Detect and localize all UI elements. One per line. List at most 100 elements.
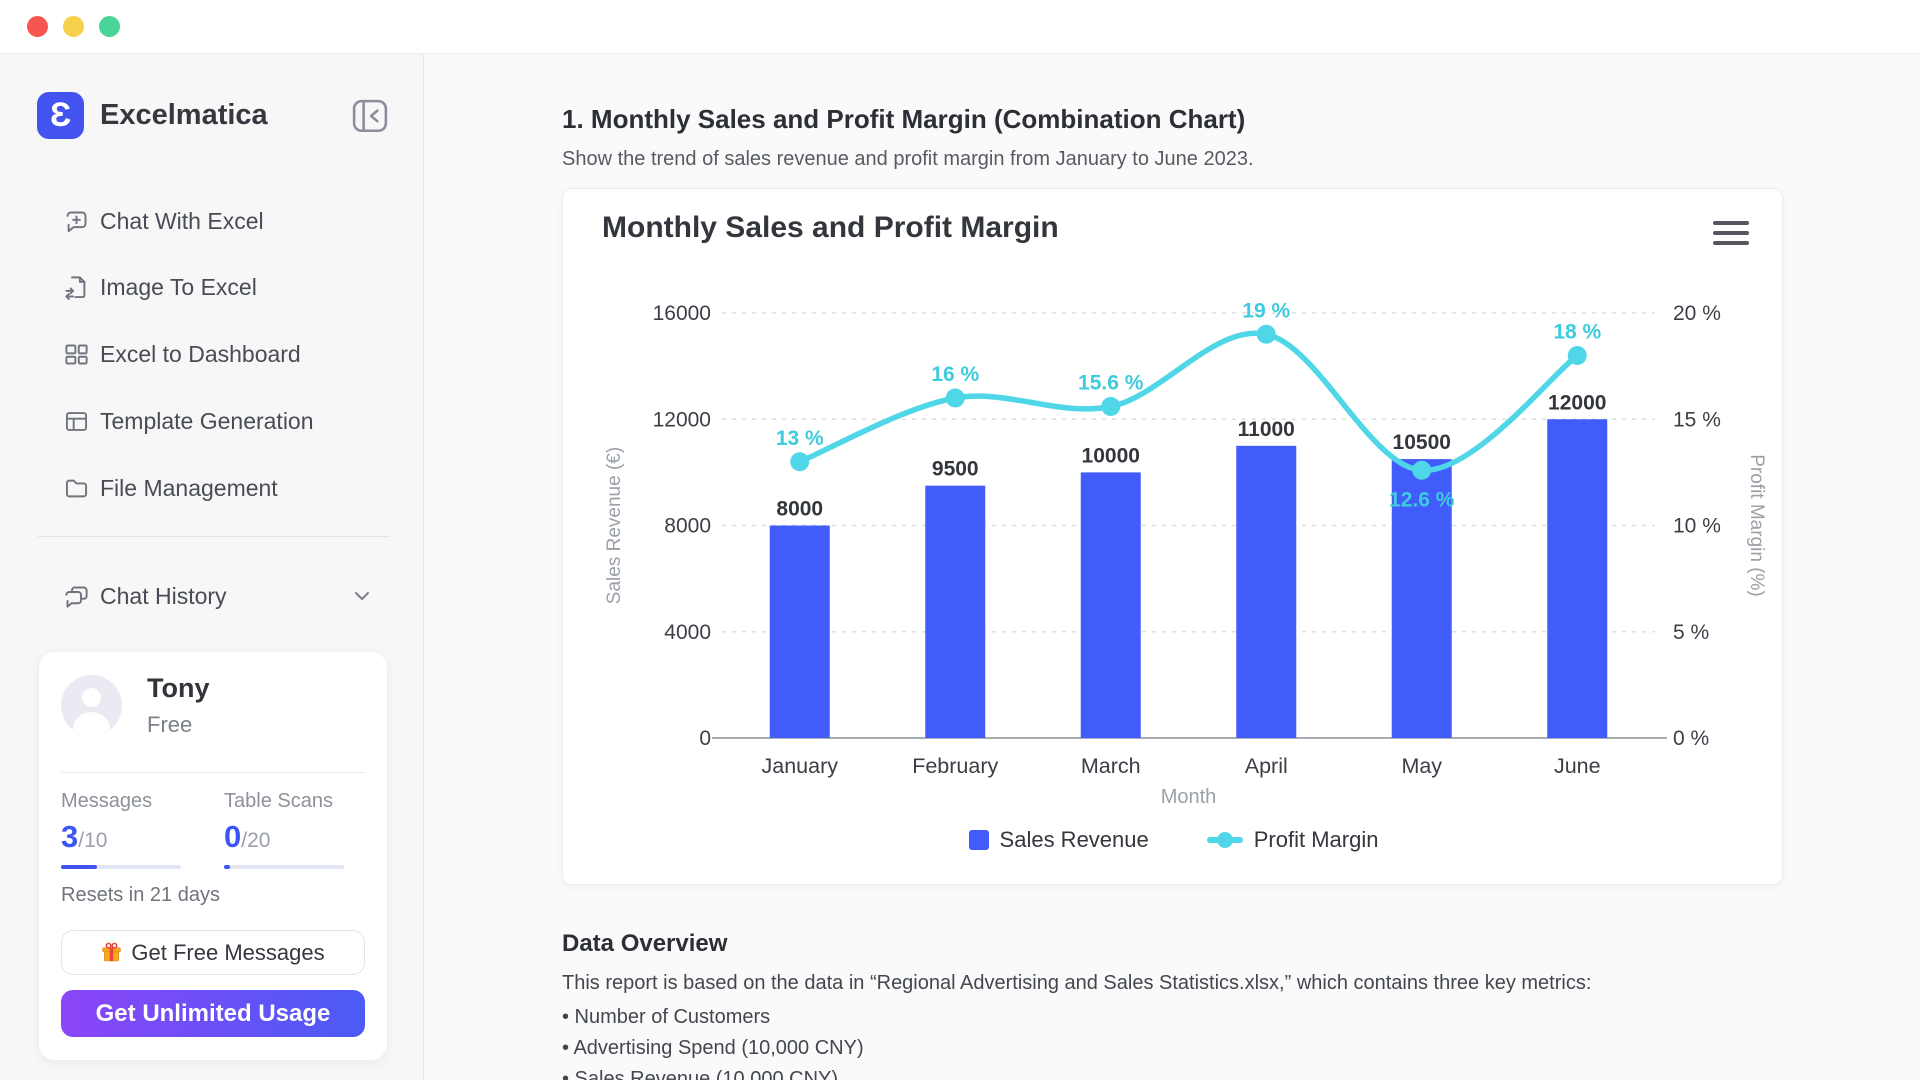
left-axis-tick: 16000: [653, 302, 711, 325]
chevron-down-icon[interactable]: [350, 584, 374, 608]
left-axis-tick: 4000: [664, 621, 711, 644]
sidebar: Ɛ Excelmatica Chat With Excel Image To E…: [0, 54, 424, 1080]
line-marker-february[interactable]: [945, 388, 965, 408]
legend-bar-marker: [968, 830, 989, 850]
line-value-label: 19 %: [1242, 299, 1290, 322]
user-plan-badge: Free: [147, 712, 193, 737]
stat-label: Messages: [61, 790, 153, 812]
line-marker-january[interactable]: [790, 452, 810, 472]
get-unlimited-usage-button[interactable]: Get Unlimited Usage: [61, 990, 365, 1037]
logo-glyph: Ɛ: [49, 96, 72, 134]
line-value-label: 18 %: [1553, 321, 1601, 344]
line-marker-may[interactable]: [1412, 460, 1432, 480]
x-category-label: January: [762, 754, 839, 778]
line-value-label: 16 %: [931, 363, 979, 386]
right-axis-tick: 5 %: [1673, 621, 1709, 644]
x-category-label: May: [1401, 754, 1442, 778]
stat-label: Table Scans: [224, 790, 333, 812]
chart-title: Monthly Sales and Profit Margin: [602, 211, 1059, 244]
legend-label: Sales Revenue: [999, 827, 1149, 852]
sidebar-item-chat-with-excel[interactable]: Chat With Excel: [0, 195, 423, 247]
user-card: Tony Free Messages 3/10 Table Scans 0/20…: [39, 652, 387, 1060]
bar-value-label: 8000: [776, 498, 823, 521]
legend-label: Profit Margin: [1253, 827, 1379, 852]
collapse-sidebar-icon[interactable]: [352, 99, 388, 133]
data-overview-title: Data Overview: [562, 930, 728, 957]
folder-icon: [63, 475, 90, 502]
app-logo: Ɛ: [37, 92, 84, 139]
x-category-label: February: [912, 754, 998, 778]
user-name: Tony: [147, 673, 210, 703]
traffic-light-zoom-icon[interactable]: [99, 16, 120, 37]
right-axis-title: Profit Margin (%): [1746, 454, 1767, 597]
sidebar-item-chat-history[interactable]: Chat History: [0, 570, 423, 622]
section-title: 1. Monthly Sales and Profit Margin (Comb…: [562, 104, 1246, 134]
x-axis-title: Month: [1161, 786, 1217, 808]
bar-may[interactable]: [1391, 459, 1452, 738]
chart-legend: Sales Revenue Profit Margin: [563, 827, 1784, 853]
gift-icon: [102, 942, 122, 962]
line-marker-april[interactable]: [1256, 324, 1276, 344]
bar-january[interactable]: [769, 525, 830, 739]
right-axis-tick: 10 %: [1673, 515, 1721, 538]
get-free-messages-button[interactable]: Get Free Messages: [61, 930, 365, 975]
traffic-light-minimize-icon[interactable]: [63, 16, 84, 37]
chart-card: 8000 9500 10000 11000 10500 12000 13 % 16 % 15.6…: [562, 188, 1783, 885]
get-free-messages-label: Get Free Messages: [131, 939, 325, 965]
image-to-excel-icon: [63, 274, 90, 301]
sidebar-item-label: Excel to Dashboard: [100, 340, 301, 367]
right-axis-tick: 20 %: [1673, 302, 1721, 325]
legend-item-sales-revenue[interactable]: Sales Revenue: [968, 827, 1149, 853]
avatar: [61, 675, 122, 736]
line-value-label: 12.6 %: [1389, 488, 1455, 511]
bar-june[interactable]: [1547, 419, 1608, 738]
profit-margin-line: [797, 330, 1581, 474]
left-axis-tick: 0: [699, 727, 711, 750]
bullet-item: • Number of Customers: [562, 1006, 771, 1028]
bar-april[interactable]: [1236, 445, 1297, 738]
template-icon: [63, 408, 90, 435]
data-overview-bullets: • Number of Customers • Advertising Spen…: [562, 1002, 864, 1080]
x-category-label: April: [1245, 754, 1288, 778]
sidebar-item-image-to-excel[interactable]: Image To Excel: [0, 261, 423, 313]
brand-row: Ɛ Excelmatica: [0, 92, 423, 140]
stat-total: /20: [241, 829, 271, 852]
sidebar-item-label: Chat History: [100, 582, 227, 609]
sidebar-item-file-management[interactable]: File Management: [0, 462, 423, 514]
right-axis-tick: 0 %: [1673, 727, 1709, 750]
x-category-label: June: [1554, 754, 1601, 778]
progress-fill: [224, 865, 230, 869]
progress-fill: [61, 865, 97, 869]
section-subtitle: Show the trend of sales revenue and prof…: [562, 148, 1254, 170]
bullet-item: • Advertising Spend (10,000 CNY): [562, 1037, 864, 1059]
left-axis-title: Sales Revenue (€): [604, 447, 625, 604]
progress-track: [61, 865, 181, 869]
chat-plus-icon: [63, 208, 90, 235]
line-marker-march[interactable]: [1101, 397, 1121, 416]
sidebar-item-label: Chat With Excel: [100, 207, 264, 234]
bar-value-label: 9500: [932, 458, 979, 481]
sidebar-item-excel-to-dashboard[interactable]: Excel to Dashboard: [0, 328, 423, 380]
legend-item-profit-margin[interactable]: Profit Margin: [1206, 827, 1379, 853]
sidebar-divider: [38, 536, 390, 537]
combination-chart: 8000 9500 10000 11000 10500 12000 13 % 16 % 15.6…: [604, 299, 1767, 808]
progress-track: [224, 865, 344, 869]
legend-line-marker: [1206, 830, 1243, 850]
dashboard-icon: [63, 341, 90, 368]
main-content: 1. Monthly Sales and Profit Margin (Comb…: [425, 54, 1920, 1080]
sidebar-item-template-generation[interactable]: Template Generation: [0, 395, 423, 447]
bar-value-label: 12000: [1548, 391, 1606, 414]
chart-menu-icon[interactable]: [1713, 221, 1749, 247]
traffic-light-close-icon[interactable]: [27, 16, 48, 37]
line-marker-june[interactable]: [1567, 346, 1587, 365]
bar-value-label: 10500: [1393, 431, 1451, 454]
sidebar-item-label: Template Generation: [100, 407, 314, 434]
left-axis-tick: 8000: [664, 515, 711, 538]
bar-february[interactable]: [925, 485, 986, 738]
right-axis-tick: 15 %: [1673, 408, 1721, 431]
bar-march[interactable]: [1080, 472, 1141, 738]
stat-used: 3: [61, 819, 79, 854]
data-overview-intro: This report is based on the data in “Reg…: [562, 972, 1592, 994]
resets-note: Resets in 21 days: [61, 884, 220, 906]
stat-total: /10: [78, 829, 108, 852]
